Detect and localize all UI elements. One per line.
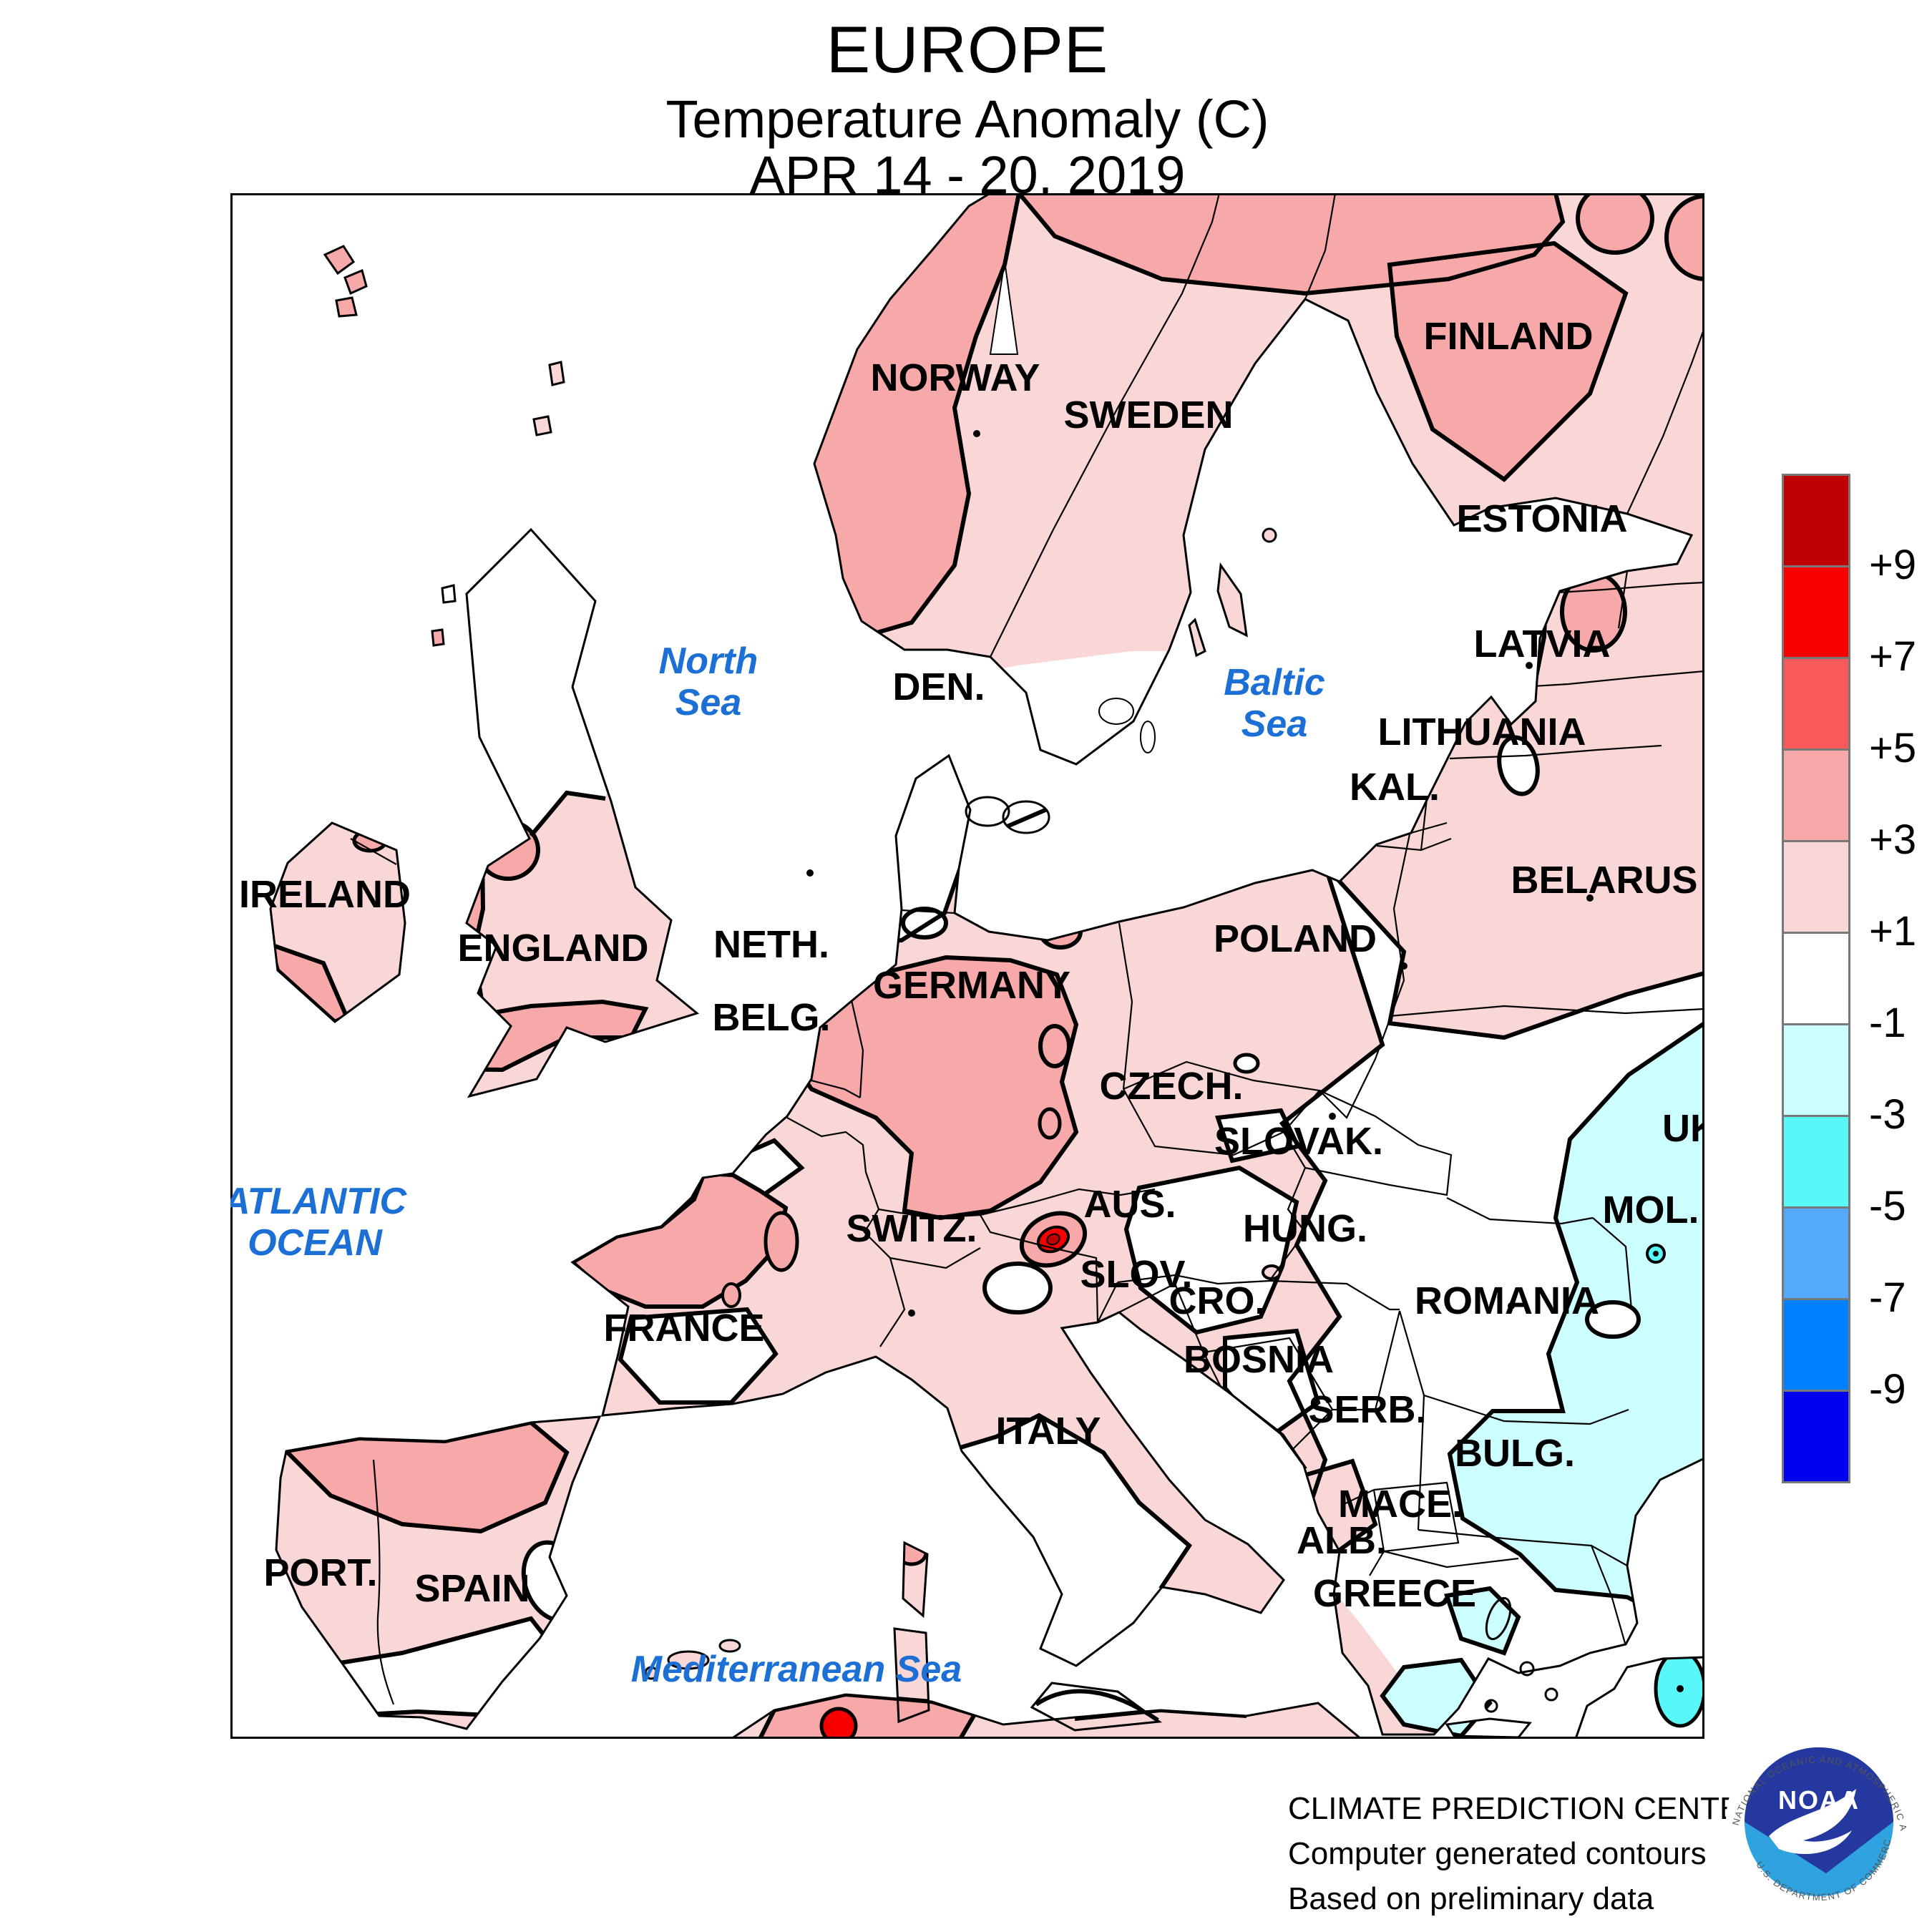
country-label-bosnia: BOSNIA — [1183, 1338, 1335, 1381]
country-label-bulg: BULG. — [1455, 1432, 1575, 1475]
sea-label-atlantic-ocean: ATLANTIC OCEAN — [230, 1181, 407, 1264]
legend-swatch-7 — [1784, 1117, 1848, 1209]
subtitle-variable: Temperature Anomaly (C) — [665, 89, 1269, 149]
legend-tick-+3: +3 — [1869, 816, 1917, 863]
country-label-england: ENGLAND — [457, 927, 649, 970]
legend-tick-+5: +5 — [1869, 725, 1917, 771]
legend-swatch-3 — [1784, 751, 1848, 842]
europe-anomaly-map — [230, 193, 1704, 1739]
country-label-latvia: LATVIA — [1473, 623, 1611, 665]
legend-swatch-1 — [1784, 567, 1848, 659]
page-title: EUROPE — [826, 14, 1109, 87]
legend-tick-+1: +1 — [1869, 908, 1917, 955]
country-label-port: PORT. — [263, 1551, 378, 1594]
sea-label-baltic-sea: Baltic Sea — [1224, 662, 1325, 745]
extrema-dots — [806, 430, 1684, 1692]
country-label-spain: SPAIN — [414, 1567, 530, 1610]
map-canvas: NORWAY SWEDEN FINLAND ESTONIA LATVIA LITHUANI… — [230, 193, 1704, 1739]
country-label-uk: UK — [1662, 1107, 1704, 1150]
country-label-greece: GREECE — [1312, 1572, 1477, 1615]
colorbar-legend — [1782, 474, 1850, 1483]
legend-swatch-0 — [1784, 476, 1848, 567]
sea-label-north-sea: North Sea — [658, 640, 758, 723]
legend-tick--5: -5 — [1869, 1183, 1906, 1229]
country-label-neth: NETH. — [713, 923, 829, 966]
country-label-alb: ALB. — [1297, 1519, 1387, 1562]
country-label-france: FRANCE — [603, 1307, 765, 1350]
country-label-belarus: BELARUS — [1511, 859, 1698, 902]
country-label-slov: SLOV. — [1080, 1253, 1193, 1296]
country-label-ireland: IRELAND — [239, 873, 411, 916]
country-label-estonia: ESTONIA — [1456, 497, 1628, 540]
country-label-aus: AUS. — [1083, 1183, 1176, 1226]
country-label-norway: NORWAY — [870, 356, 1040, 399]
legend-swatch-6 — [1784, 1025, 1848, 1117]
country-label-poland: POLAND — [1214, 917, 1377, 960]
country-label-czech: CZECH. — [1099, 1065, 1244, 1108]
country-label-mol: MOL. — [1602, 1189, 1699, 1231]
coastlines — [269, 193, 1704, 1739]
noaa-logo: NOAA NATIONAL OCEANIC AND ATMOSPHERIC AD… — [1719, 1722, 1912, 1915]
logo-org-text: NOAA — [1778, 1785, 1860, 1815]
country-label-serb: SERB. — [1308, 1388, 1427, 1431]
legend-tick-+9: +9 — [1869, 542, 1917, 588]
country-label-belg: BELG. — [712, 996, 831, 1039]
sea-label-mediterraneansea: Mediterranean Sea — [630, 1649, 962, 1690]
legend-swatch-9 — [1784, 1300, 1848, 1392]
seagull-icon — [1769, 1789, 1856, 1855]
legend-tick--9: -9 — [1869, 1366, 1906, 1413]
country-label-kal: KAL. — [1350, 766, 1440, 809]
country-label-mace: MACE. — [1338, 1483, 1463, 1526]
country-borders — [350, 193, 1704, 1705]
country-label-switz: SWITZ. — [846, 1207, 977, 1250]
credit-line-data: Based on preliminary data — [1288, 1881, 1654, 1916]
legend-swatch-2 — [1784, 659, 1848, 751]
country-label-den: DEN. — [892, 665, 985, 708]
legend-swatch-5 — [1784, 934, 1848, 1025]
legend-swatch-8 — [1784, 1209, 1848, 1300]
legend-swatch-10 — [1784, 1392, 1848, 1481]
country-label-italy: ITALY — [995, 1410, 1101, 1453]
country-label-cro: CRO. — [1169, 1279, 1266, 1322]
map-frame — [230, 193, 1704, 1739]
country-label-slovak: SLOVAK. — [1214, 1120, 1384, 1163]
country-label-lithuania: LITHUANIA — [1377, 711, 1586, 753]
country-label-hung: HUNG. — [1243, 1207, 1367, 1250]
legend-tick--1: -1 — [1869, 1000, 1906, 1046]
legend-tick--7: -7 — [1869, 1274, 1906, 1321]
country-label-germany: GERMANY — [872, 964, 1071, 1007]
legend-swatch-4 — [1784, 842, 1848, 934]
credit-line-method: Computer generated contours — [1288, 1836, 1707, 1871]
legend-tick-+7: +7 — [1869, 633, 1917, 680]
country-label-finland: FINLAND — [1423, 315, 1594, 358]
country-label-romania: ROMANIA — [1415, 1279, 1599, 1322]
legend-tick--3: -3 — [1869, 1091, 1906, 1138]
country-label-sweden: SWEDEN — [1063, 394, 1234, 436]
